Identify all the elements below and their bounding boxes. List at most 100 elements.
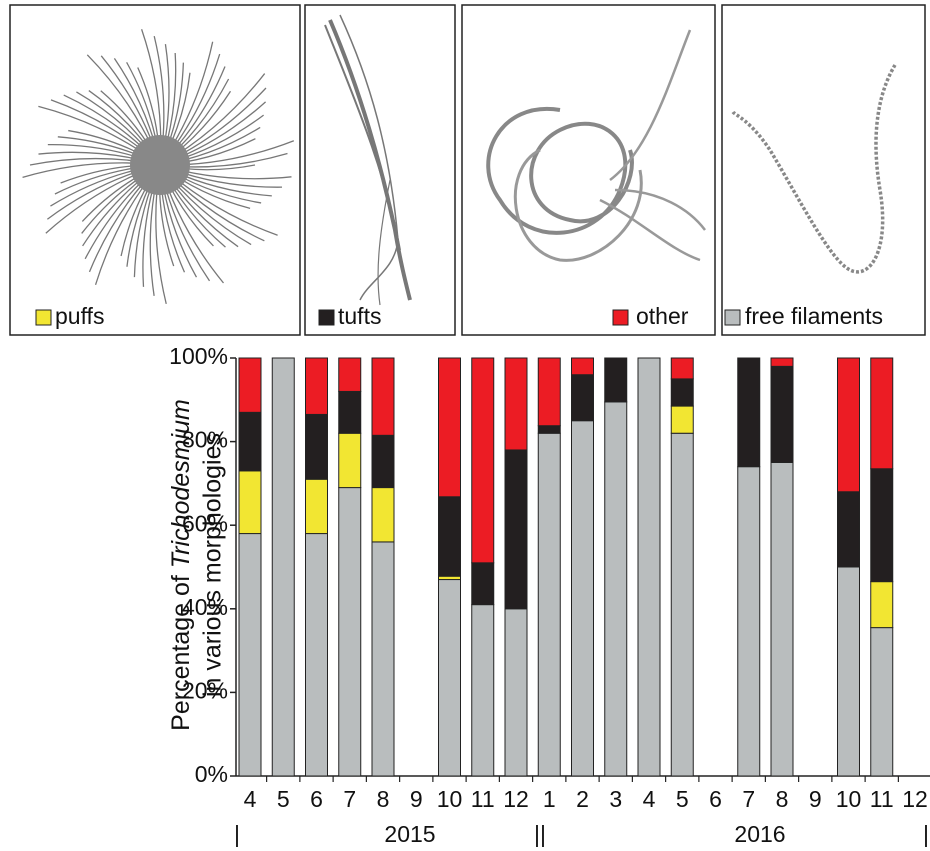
y-tick-label: 40% — [182, 594, 228, 620]
bar-segment — [305, 533, 328, 777]
bar-segment — [371, 487, 395, 543]
bar-segment — [471, 562, 495, 606]
y-tick-label: 80% — [182, 427, 228, 453]
bar-segment — [537, 432, 561, 777]
bar-segment — [371, 434, 395, 489]
y-tick-label: 100% — [169, 343, 228, 369]
x-tick-label: 8 — [377, 786, 390, 812]
bar-segment — [371, 541, 395, 777]
bar-segment — [770, 357, 794, 367]
illustrations — [22, 14, 897, 306]
bar-segment — [537, 357, 561, 427]
x-tick-label: 9 — [809, 786, 822, 812]
panel-other — [461, 4, 716, 336]
bar-segment — [670, 357, 694, 380]
bar-segment — [504, 357, 528, 451]
bar-segment — [670, 432, 694, 777]
x-group-label: | — [923, 821, 929, 847]
x-tick-label: 9 — [410, 786, 423, 812]
y-axis-title-italic: Trichodesmium — [167, 399, 195, 568]
bar-segment — [837, 357, 860, 493]
bar-segment — [338, 357, 362, 392]
other-loops — [486, 106, 634, 235]
y-axis-title: Percentage of Trichodesmium in various m… — [167, 399, 227, 731]
x-group-label: 2016 — [734, 821, 785, 847]
other-loops — [513, 148, 643, 262]
legend-label: other — [636, 303, 689, 329]
y-axis-title-line1: Percentage of Trichodesmium — [167, 399, 195, 731]
tuft-filament — [324, 24, 401, 251]
bar-segment — [338, 487, 362, 777]
bar-segment — [371, 357, 395, 436]
bar-segment — [670, 378, 694, 407]
tuft-filament — [377, 179, 391, 306]
bar-segment — [737, 466, 761, 777]
bar-segment — [471, 357, 495, 564]
bar-segment — [604, 357, 628, 403]
bar-segment — [438, 575, 461, 581]
other-tail — [599, 198, 701, 262]
bar-segment — [670, 405, 694, 434]
legend-swatch — [318, 309, 335, 326]
bar-segment — [438, 357, 461, 498]
bar-segment — [637, 357, 661, 777]
x-tick-label: 12 — [902, 786, 928, 812]
bar-segment — [870, 581, 894, 629]
bar-segment — [305, 478, 328, 535]
bar-segment — [438, 579, 461, 777]
bar-segment — [504, 449, 528, 610]
legend-label: puffs — [55, 303, 104, 329]
bar-segment — [438, 496, 461, 577]
bar-segment — [238, 533, 262, 777]
bar-segment — [870, 357, 894, 470]
legend-label: tufts — [338, 303, 381, 329]
x-tick-label: 7 — [742, 786, 755, 812]
bar-segment — [471, 604, 495, 777]
bar-segment — [338, 432, 362, 489]
bar-segment — [305, 413, 328, 480]
bar-segment — [870, 627, 894, 777]
other-tail — [614, 188, 706, 231]
y-tick-label: 20% — [182, 677, 228, 703]
x-tick-label: 6 — [709, 786, 722, 812]
x-tick-label: 4 — [244, 786, 257, 812]
y-axis-title-line2: in various morphologies — [199, 433, 227, 697]
bar-segment — [571, 374, 594, 422]
x-tick-label: 2 — [576, 786, 589, 812]
legend-swatch — [612, 309, 629, 326]
bar-segment — [770, 462, 794, 777]
bar-segment — [537, 425, 561, 434]
y-tick-label: 60% — [182, 510, 228, 536]
bar-segment — [571, 357, 594, 376]
bar-segment — [837, 566, 860, 777]
bar-segment — [305, 357, 328, 415]
bar-segment — [504, 608, 528, 777]
bar-segment — [737, 357, 761, 468]
x-tick-label: 3 — [609, 786, 622, 812]
x-tick-label: 7 — [343, 786, 356, 812]
x-tick-label: 11 — [471, 786, 495, 812]
x-group-label: 2015 — [384, 821, 435, 847]
bar-segment — [238, 411, 262, 472]
bar-segment — [770, 365, 794, 463]
bar-segment — [271, 357, 295, 777]
x-tick-label: 6 — [310, 786, 323, 812]
bar-segment — [571, 420, 594, 777]
photo-panels — [9, 4, 926, 336]
bar-segment — [837, 491, 860, 568]
x-tick-label: 10 — [437, 786, 463, 812]
bar-segment — [238, 357, 262, 413]
x-tick-label: 11 — [870, 786, 894, 812]
y-tick-label: 0% — [195, 761, 228, 787]
free-filament — [731, 64, 897, 274]
legend-swatch — [724, 309, 741, 326]
x-tick-label: 8 — [776, 786, 789, 812]
panel-free — [721, 4, 926, 336]
other-tail — [609, 29, 692, 181]
x-tick-label: 5 — [277, 786, 290, 812]
bar-segment — [238, 470, 262, 535]
x-group-label: || — [534, 821, 546, 847]
x-tick-label: 5 — [676, 786, 689, 812]
bar-segment — [870, 468, 894, 583]
